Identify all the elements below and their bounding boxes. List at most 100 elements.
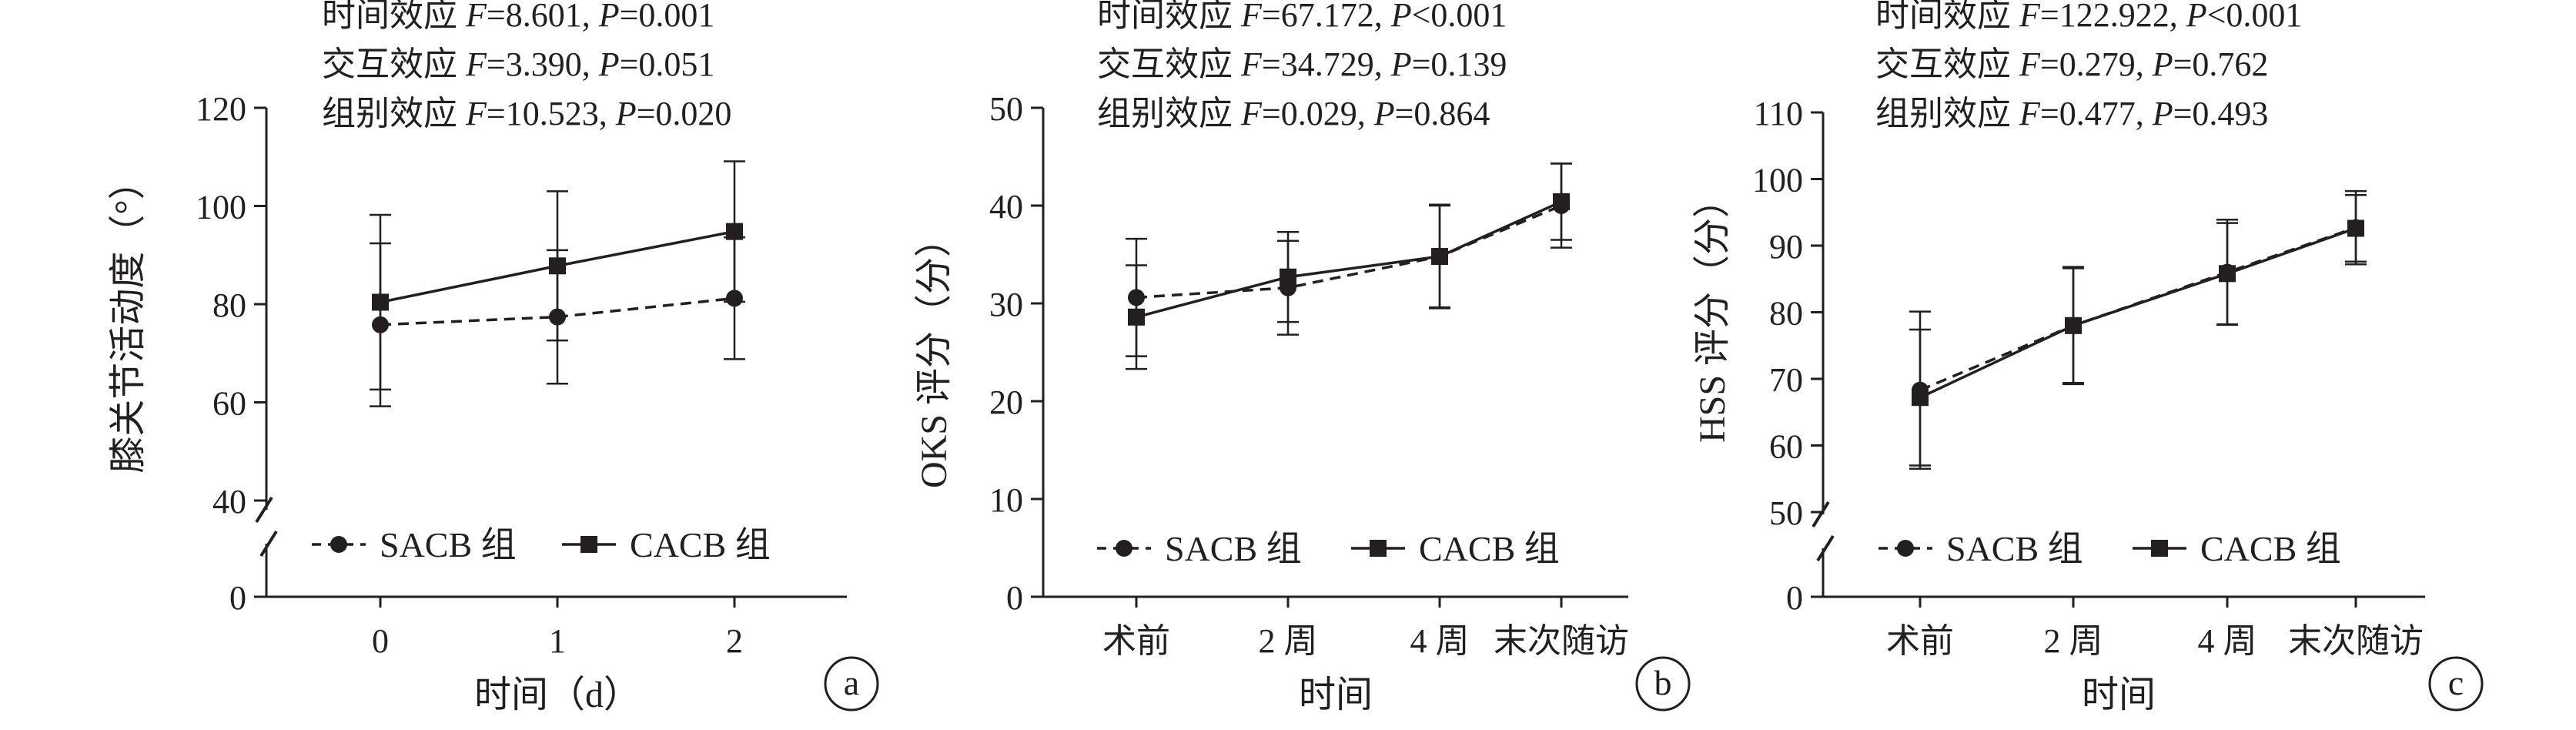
data-point (1128, 308, 1145, 326)
stat-text: =10.523, (487, 95, 616, 132)
stat-line: 时间效应 F=67.172, P<0.001 (1097, 0, 1507, 34)
y-tick-label: 100 (196, 189, 246, 226)
stat-text: =0.001 (620, 0, 715, 34)
panel-letter: a (844, 663, 859, 702)
x-tick-label: 4 周 (2198, 622, 2257, 660)
stat-line: 组别效应 F=10.523, P=0.020 (322, 95, 731, 132)
x-tick-label: 1 (549, 622, 566, 660)
legend-label: CACB 组 (630, 525, 771, 564)
stat-text: 交互效应 (1875, 45, 2019, 83)
y-axis-title: 膝关节活动度（°） (108, 162, 149, 473)
stat-text: P (1390, 0, 1412, 34)
data-point (1431, 248, 1448, 266)
series-line (1919, 226, 2357, 399)
y-tick-label: 90 (1769, 228, 1803, 266)
axis-break-mark (259, 530, 278, 558)
stat-text: F (2019, 45, 2041, 83)
axis-break-mark (255, 496, 273, 524)
legend-marker (1116, 540, 1132, 557)
y-tick-label: 70 (1769, 361, 1803, 399)
legend-label: SACB 组 (1946, 529, 2083, 568)
axis-break-mark (1812, 501, 1830, 528)
stat-text: F (465, 0, 487, 34)
y-tick-label: 50 (1769, 494, 1803, 532)
data-point (1553, 193, 1570, 210)
legend-marker (1370, 540, 1387, 557)
stat-text: =0.864 (1395, 95, 1490, 132)
y-tick-label: 100 (1752, 162, 1803, 199)
legend-label: CACB 组 (1419, 529, 1560, 568)
stat-text: P (1390, 45, 1412, 83)
legend-marker (330, 536, 347, 553)
stat-text: P (1373, 95, 1395, 132)
stat-text: F (1240, 95, 1263, 132)
x-tick-label: 末次随访 (1494, 622, 1629, 660)
panel-letter: b (1654, 663, 1672, 702)
stat-text: F (465, 95, 487, 132)
y-axis-title: OKS 评分（分） (914, 220, 955, 488)
series-line (1136, 204, 1562, 300)
stat-line: 时间效应 F=122.922, P<0.001 (1875, 0, 2302, 34)
stat-text: =122.922, (2040, 0, 2186, 34)
stat-text: <0.001 (2207, 0, 2303, 34)
stat-text: =0.029, (1262, 95, 1374, 132)
x-tick-label: 2 周 (1259, 622, 1318, 660)
x-tick-label: 术前 (1102, 622, 1170, 660)
x-axis-title: 时间 (1299, 675, 1373, 715)
data-point (726, 223, 743, 240)
stat-text: =0.493 (2173, 95, 2269, 132)
stat-text: =0.051 (620, 45, 715, 83)
y-tick-label: 80 (1769, 295, 1803, 333)
panel-letter: c (2448, 663, 2464, 702)
y-tick-label: 0 (229, 579, 246, 617)
stat-text: F (2019, 0, 2041, 34)
stat-text: 时间效应 (1097, 0, 1241, 34)
x-tick-label: 4 周 (1410, 622, 1470, 660)
stat-text: F (1240, 45, 1263, 83)
legend-label: CACB 组 (2200, 529, 2341, 568)
x-axis-title: 时间 (2082, 675, 2156, 715)
x-tick-label: 2 (726, 622, 743, 660)
series-line (1136, 200, 1562, 319)
stat-text: F (2019, 95, 2041, 132)
axis-break-mark (1816, 534, 1835, 562)
stat-text: =8.601, (487, 0, 599, 34)
stat-text: 交互效应 (1097, 45, 1241, 83)
data-point (372, 293, 389, 311)
stat-text: P (2186, 0, 2207, 34)
y-tick-label: 110 (1754, 95, 1803, 132)
stat-text: 时间效应 (1875, 0, 2019, 34)
y-tick-label: 0 (1006, 579, 1023, 617)
y-tick-label: 60 (1769, 428, 1803, 466)
stat-text: =0.762 (2173, 45, 2269, 83)
y-tick-label: 10 (989, 481, 1023, 519)
stat-text: =0.477, (2040, 95, 2153, 132)
x-tick-label: 末次随访 (2288, 622, 2424, 660)
panel-letter-circle (2428, 656, 2484, 712)
y-tick-label: 30 (989, 286, 1023, 323)
stat-text: P (2152, 95, 2173, 132)
legend-marker (2151, 540, 2168, 557)
legend-label: SACB 组 (380, 525, 517, 564)
stat-line: 组别效应 F=0.477, P=0.493 (1875, 95, 2268, 132)
legend-marker (1897, 540, 1914, 557)
stat-text: =0.279, (2040, 45, 2153, 83)
stat-text: <0.001 (1412, 0, 1507, 34)
data-point (2347, 219, 2364, 237)
stat-line: 交互效应 F=0.279, P=0.762 (1875, 45, 2268, 83)
stat-text: =0.020 (637, 95, 732, 132)
y-axis-title: HSS 评分（分） (1692, 181, 1733, 443)
y-tick-label: 50 (989, 90, 1023, 128)
y-tick-label: 120 (196, 90, 246, 128)
y-tick-label: 40 (989, 188, 1023, 226)
stat-text: 组别效应 (322, 95, 466, 132)
data-point (1280, 268, 1296, 286)
stat-line: 组别效应 F=0.029, P=0.864 (1097, 95, 1490, 132)
stat-text: =34.729, (1262, 45, 1391, 83)
stat-line: 时间效应 F=8.601, P=0.001 (322, 0, 714, 34)
y-tick-label: 40 (212, 483, 246, 521)
data-point (549, 257, 566, 275)
x-tick-label: 0 (372, 622, 389, 660)
